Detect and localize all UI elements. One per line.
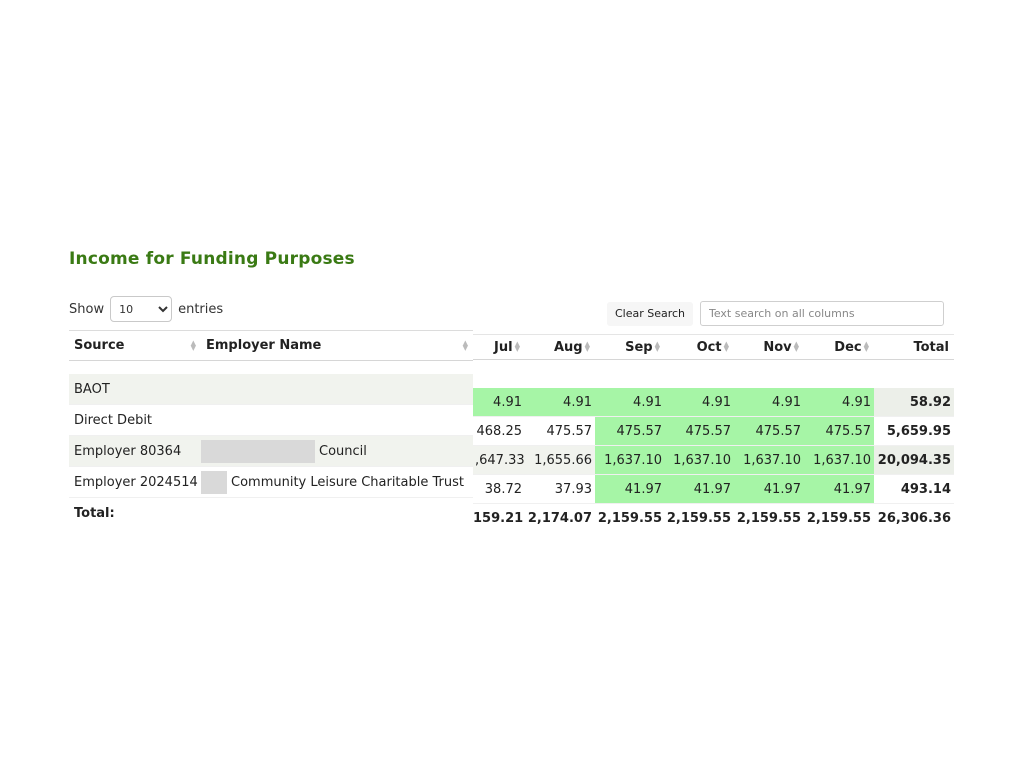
table-row: 468.25 475.57 475.57 475.57 475.57 475.5… [473, 416, 954, 446]
value-cell: 1,655.66 [525, 445, 595, 475]
footer-value-cell: 2,159.55 [595, 503, 665, 532]
sort-both-icon: ▲ ▼ [190, 339, 196, 352]
footer-value-cell: 2,159.55 [665, 503, 734, 532]
value-cell: 4.91 [734, 388, 804, 417]
source-cell: Employer 2024514 [69, 466, 201, 498]
source-cell: Employer 80364 [69, 435, 201, 467]
value-cell: 475.57 [665, 416, 734, 446]
sort-both-icon: ▲ ▼ [723, 340, 729, 353]
value-cell: 475.57 [804, 416, 874, 446]
value-cell: 1,637.10 [804, 445, 874, 475]
footer-empty-cell [201, 497, 473, 528]
value-cell: 4.91 [804, 388, 874, 417]
sort-both-icon: ▲ ▼ [462, 339, 468, 352]
value-cell: 38.72 [473, 474, 525, 504]
sort-both-icon: ▲ ▼ [584, 340, 590, 353]
table-row: BAOT [69, 374, 473, 405]
page-title: Income for Funding Purposes [69, 249, 355, 269]
footer-total-label: Total: [69, 497, 201, 528]
table-row: Employer 2024514 Community Leisure Chari… [69, 466, 473, 498]
value-cell: 41.97 [734, 474, 804, 504]
table-row: Direct Debit [69, 404, 473, 436]
source-cell: Direct Debit [69, 404, 201, 436]
header-employer-label: Employer Name [206, 338, 322, 353]
value-cell: 4.91 [473, 388, 525, 417]
employer-cell: Council [201, 435, 473, 467]
value-cell: 4.91 [665, 388, 734, 417]
employer-cell [201, 404, 473, 436]
value-cell: ,647.33 [473, 445, 525, 475]
row-total-cell: 58.92 [874, 388, 954, 417]
footer-value-cell: 159.21 [473, 503, 525, 532]
header-label: Dec [834, 339, 862, 355]
footer-value-cell: 2,159.55 [734, 503, 804, 532]
table-row: ,647.33 1,655.66 1,637.10 1,637.10 1,637… [473, 445, 954, 475]
value-cell: 41.97 [595, 474, 665, 504]
header-label: Jul [494, 339, 513, 355]
header-source-label: Source [74, 338, 125, 353]
value-cell: 37.93 [525, 474, 595, 504]
value-cell: 4.91 [595, 388, 665, 417]
value-cell: 1,637.10 [734, 445, 804, 475]
table-row: 38.72 37.93 41.97 41.97 41.97 41.97 493.… [473, 474, 954, 504]
sort-both-icon: ▲ ▼ [654, 340, 660, 353]
value-cell: 1,637.10 [595, 445, 665, 475]
header-nov[interactable]: Nov ▲ ▼ [734, 335, 804, 360]
show-label: Show [69, 301, 105, 317]
entries-select[interactable]: 10 [110, 296, 173, 322]
fixed-columns-table: Source ▲ ▼ Employer Name ▲ ▼ BAOT Direct D… [69, 330, 473, 528]
footer-value-cell: 2,159.55 [804, 503, 874, 532]
header-total[interactable]: Total [874, 335, 954, 360]
employer-cell: Community Leisure Charitable Trust [201, 466, 473, 498]
table-row: 4.91 4.91 4.91 4.91 4.91 4.91 58.92 [473, 388, 954, 417]
value-cell: 475.57 [525, 416, 595, 446]
header-employer-name[interactable]: Employer Name ▲ ▼ [201, 331, 473, 361]
search-input[interactable] [700, 301, 944, 326]
header-oct[interactable]: Oct ▲ ▼ [665, 335, 734, 360]
sort-both-icon: ▲ ▼ [863, 340, 869, 353]
value-cell: 475.57 [595, 416, 665, 446]
header-label: Aug [553, 339, 583, 355]
sort-both-icon: ▲ ▼ [514, 340, 520, 353]
source-cell: BAOT [69, 374, 201, 405]
value-cell: 41.97 [665, 474, 734, 504]
row-total-cell: 20,094.35 [874, 445, 954, 475]
footer-grand-total: 26,306.36 [874, 503, 954, 532]
clear-search-button[interactable]: Clear Search [607, 302, 693, 326]
footer-value-cell: 2,174.07 [525, 503, 595, 532]
table-row: Employer 80364 Council [69, 435, 473, 467]
employer-name-text: Council [319, 443, 367, 459]
scroll-columns-table[interactable]: Jul ▲ ▼ Aug ▲ ▼ Sep ▲ ▼ Oct ▲ ▼ Nov ▲ ▼ Dec ▲ ▼ Tota… [473, 334, 954, 532]
header-dec[interactable]: Dec ▲ ▼ [804, 335, 874, 360]
row-total-cell: 493.14 [874, 474, 954, 504]
header-sep[interactable]: Sep ▲ ▼ [595, 335, 665, 360]
redacted-block [201, 439, 315, 463]
entries-length-control: Show 10 entries [69, 296, 223, 322]
value-cell: 468.25 [473, 416, 525, 446]
header-jul[interactable]: Jul ▲ ▼ [473, 335, 525, 360]
entries-label: entries [178, 301, 224, 317]
sort-both-icon: ▲ ▼ [793, 340, 799, 353]
value-cell: 41.97 [804, 474, 874, 504]
value-cell: 1,637.10 [665, 445, 734, 475]
header-label: Total [913, 339, 949, 355]
employer-name-text: Community Leisure Charitable Trust [231, 474, 464, 490]
row-total-cell: 5,659.95 [874, 416, 954, 446]
header-label: Oct [696, 339, 722, 355]
header-label: Sep [625, 339, 653, 355]
header-aug[interactable]: Aug ▲ ▼ [525, 335, 595, 360]
employer-cell [201, 374, 473, 405]
value-cell: 475.57 [734, 416, 804, 446]
header-source[interactable]: Source ▲ ▼ [69, 331, 201, 361]
redacted-block [201, 470, 227, 494]
value-cell: 4.91 [525, 388, 595, 417]
header-label: Nov [763, 339, 792, 355]
